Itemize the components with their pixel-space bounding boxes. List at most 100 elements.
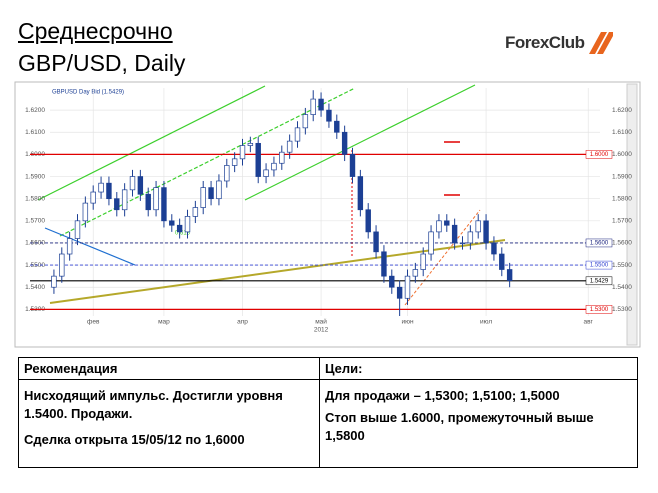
y-tick-label: 1.6200 — [612, 107, 632, 114]
candle-body — [294, 127, 301, 142]
y-tick-label: 1.6200 — [25, 107, 45, 114]
table-cell: Нисходящий импульс. Достигли уровня 1.54… — [18, 379, 320, 468]
level-label: 1.5500 — [590, 263, 609, 269]
y-tick-label: 1.6000 — [612, 151, 632, 158]
candle-body — [499, 253, 505, 270]
cell-text: Сделка открыта 15/05/12 по 1,6000 — [24, 432, 245, 447]
candle-body — [106, 182, 112, 200]
y-tick-label: 1.5400 — [612, 284, 632, 291]
candle-body — [420, 253, 426, 270]
level-label: 1.5300 — [590, 307, 609, 313]
candle-body — [192, 207, 199, 217]
candle-body — [247, 142, 254, 146]
candle-body — [271, 162, 277, 171]
candle-body — [279, 151, 285, 164]
candle-body — [436, 220, 442, 233]
candle-body — [318, 98, 324, 111]
candle-body — [467, 231, 474, 244]
channel-line — [404, 209, 481, 306]
candle-body — [51, 275, 57, 288]
channel-line — [37, 85, 266, 201]
candle-body — [389, 275, 395, 288]
chart-frame — [14, 81, 641, 348]
candle-body — [357, 176, 364, 211]
trend-line — [44, 227, 136, 266]
recommendation-table: Рекомендация Цели: Нисходящий импульс. До… — [18, 357, 638, 468]
candle-body — [459, 242, 466, 245]
title: Среднесрочно — [18, 18, 173, 44]
candle-body — [483, 220, 489, 244]
level-label: 1.6000 — [590, 152, 609, 158]
subtitle: GBP/USD, Daily — [18, 50, 186, 76]
level-label: 1.5429 — [590, 278, 609, 284]
candle-body — [161, 187, 167, 222]
fib-label: 0.618 — [175, 231, 191, 237]
candle-body — [145, 193, 151, 211]
table-header: Цели: — [319, 357, 638, 380]
y-tick-label: 1.6100 — [612, 129, 632, 136]
candle-body — [334, 120, 340, 133]
candle-body — [286, 140, 293, 153]
candle-body — [444, 220, 450, 226]
y-tick-label: 1.6100 — [25, 129, 45, 136]
x-tick-label: мар — [158, 319, 170, 326]
y-tick-label: 1.5500 — [612, 262, 632, 269]
x-tick-label: апр — [237, 319, 248, 326]
channel-line — [244, 84, 476, 201]
candle-body — [224, 165, 230, 182]
y-tick-label: 1.5400 — [25, 284, 45, 291]
candle-body — [169, 220, 175, 226]
table-cell: Для продажи – 1,5300; 1,5100; 1,5000 Стоп… — [319, 379, 638, 468]
candle-body — [184, 216, 191, 233]
candle-body — [200, 187, 206, 208]
candle-body — [66, 238, 73, 255]
x-tick-label: май — [315, 318, 327, 326]
candle-body — [82, 202, 89, 222]
drawings — [37, 84, 506, 306]
cell-text: Нисходящий импульс. Достигли уровня 1.54… — [24, 388, 283, 421]
candle-body — [302, 114, 309, 129]
level-label: 1.5600 — [590, 241, 609, 247]
chart-title: GBPUSD Day Bid (1.5429) — [52, 90, 124, 96]
candle-body — [129, 176, 136, 191]
candle-body — [90, 191, 96, 204]
candle-body — [428, 231, 434, 255]
level-label-box — [585, 276, 613, 286]
candle-body — [74, 220, 81, 239]
candle-body — [341, 131, 348, 155]
level-label-box — [585, 150, 613, 159]
y-tick-label: 1.5700 — [25, 218, 45, 225]
y-tick-label: 1.5800 — [612, 195, 632, 202]
candle-body — [255, 142, 261, 177]
candle-body — [326, 109, 332, 122]
candle-body — [491, 242, 497, 255]
candle-body — [412, 269, 419, 277]
candle-body — [404, 275, 411, 299]
y-tick-label: 1.5700 — [612, 218, 632, 225]
candle-body — [216, 180, 222, 200]
logo-text: ForexClub — [505, 33, 585, 52]
y-tick-label: 1.5800 — [25, 195, 45, 202]
level-label-box — [585, 260, 613, 270]
candle-body — [373, 231, 379, 253]
level-label-box — [585, 305, 613, 314]
chart: GBPUSD Day Bid (1.5429) 0.618 1.5300 1.53… — [14, 81, 641, 348]
candle-body — [475, 220, 481, 233]
y-tick-label: 1.5300 — [612, 306, 632, 313]
candle-body — [310, 98, 316, 115]
y-tick-label: 1.5900 — [25, 173, 45, 180]
table-header: Рекомендация — [18, 357, 320, 380]
candle-body — [239, 145, 246, 160]
candle-body — [451, 224, 458, 244]
candle-body — [153, 187, 159, 211]
candle-body — [208, 187, 214, 200]
channel-line — [59, 87, 356, 237]
cell-text: Стоп выше 1.6000, промежуточный выше 1,5… — [325, 410, 594, 443]
candle-body — [365, 209, 371, 233]
candle-body — [506, 269, 513, 281]
x-tick-label: фев — [87, 319, 100, 326]
x-tick-label: авг — [583, 319, 593, 326]
level-label-box — [585, 238, 613, 248]
logo-icon — [588, 32, 613, 54]
